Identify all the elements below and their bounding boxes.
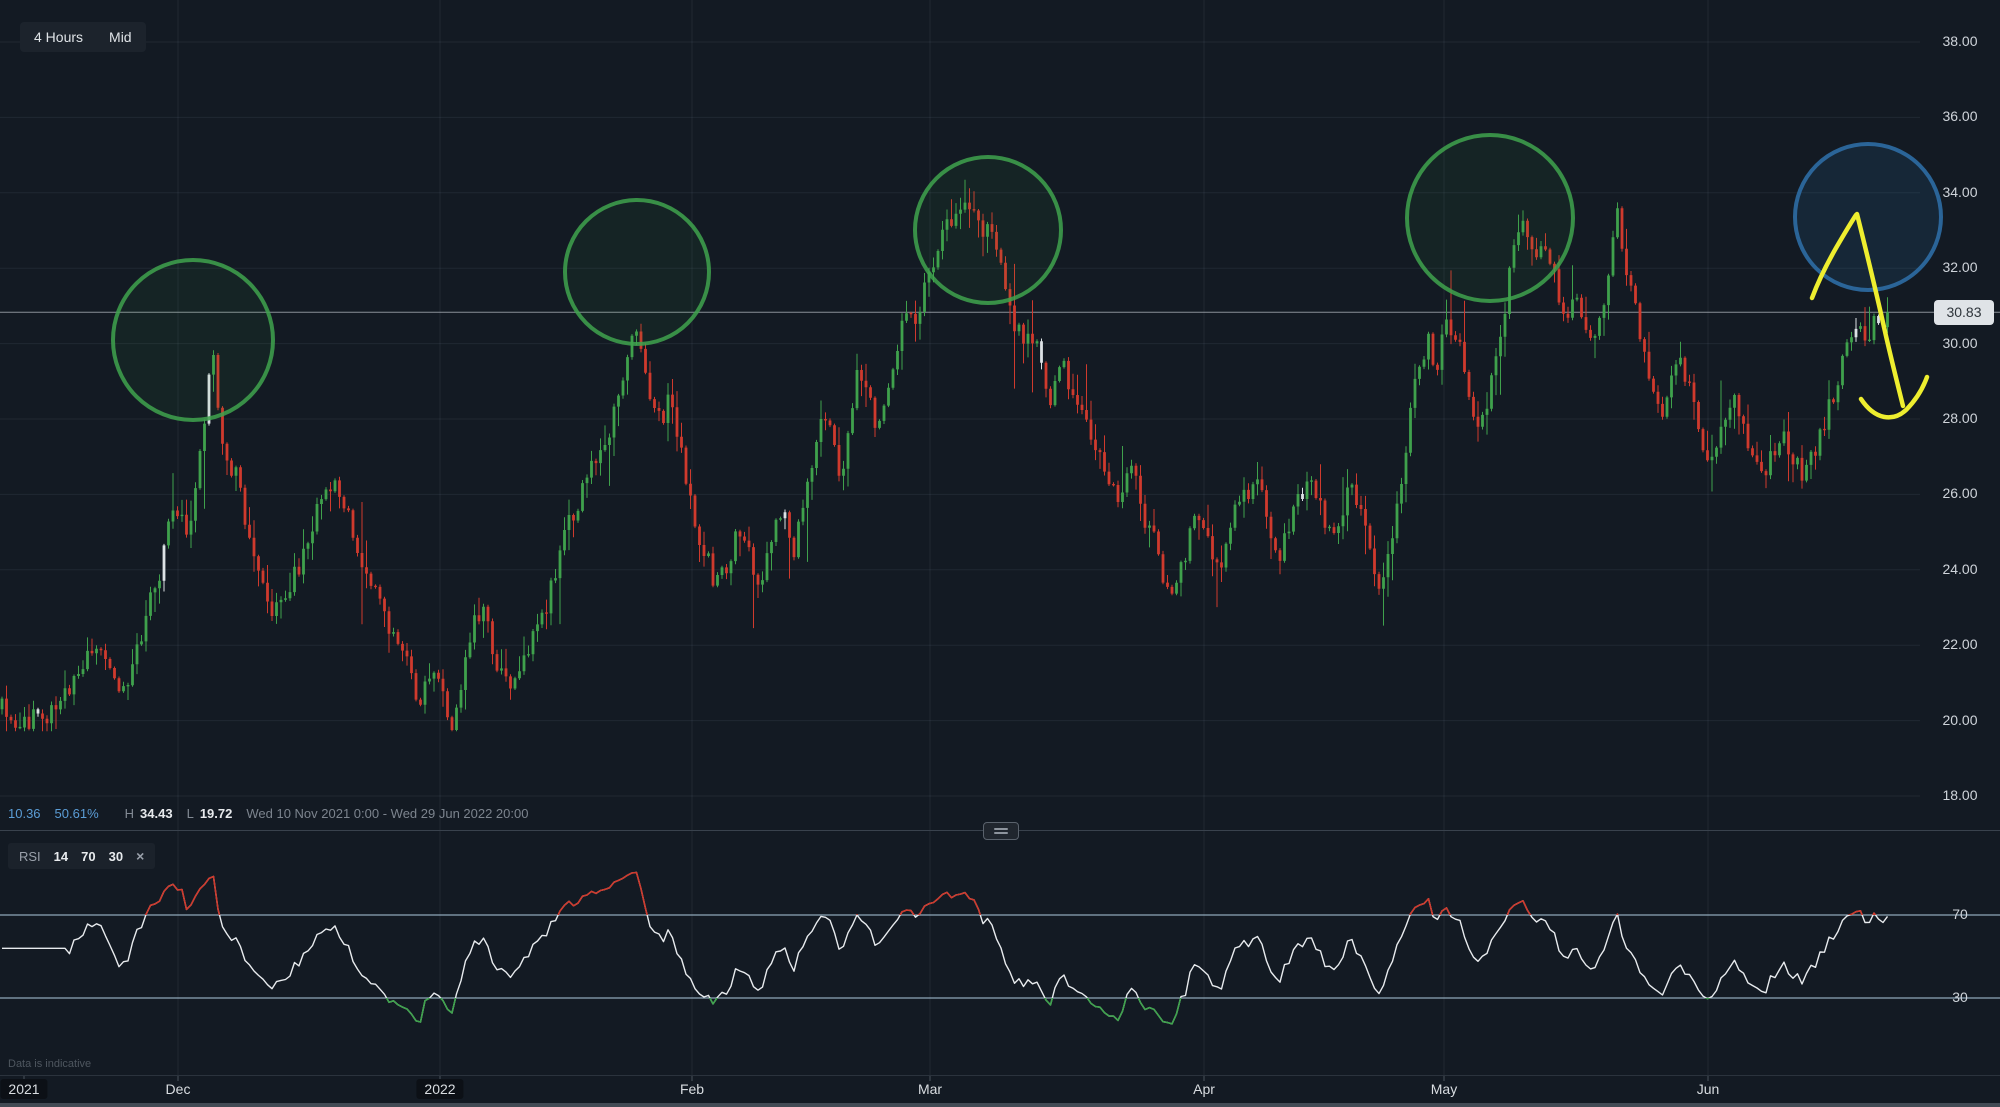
rsi-oversold-param: 30 (108, 848, 124, 864)
date-range: Wed 10 Nov 2021 0:00 - Wed 29 Jun 2022 2… (246, 806, 529, 821)
price-type-button[interactable]: Mid (109, 29, 132, 45)
green-circle-annotation[interactable] (1405, 133, 1575, 303)
price-tick-label: 38.00 (1942, 33, 1978, 49)
pane-divider-handle[interactable] (983, 822, 1019, 840)
green-circle-annotation[interactable] (563, 198, 711, 346)
price-tick-label: 26.00 (1942, 485, 1978, 502)
price-tick-label: 32.00 (1942, 259, 1978, 276)
current-price-label: 30.83 (1934, 299, 1994, 325)
rsi-pane (0, 871, 2000, 1025)
time-tick-label: Dec (165, 1081, 191, 1097)
change-percent: 50.61% (54, 806, 99, 821)
low-value: 19.72 (199, 806, 233, 821)
price-tick-label: 24.00 (1942, 560, 1978, 577)
price-tick-label: 20.00 (1942, 711, 1978, 728)
price-tick-label: 34.00 (1942, 183, 1978, 200)
yellow-arrow-annotation[interactable] (1854, 211, 1906, 409)
low-label: L (186, 806, 194, 821)
high-value: 34.43 (140, 806, 173, 821)
status-bar: 10.36 50.61% H 34.43 L 19.72 Wed 10 Nov … (8, 806, 528, 821)
rsi-tick-label: 30 (1952, 989, 1968, 1005)
time-axis-separator (0, 1075, 2000, 1076)
handle-grip-icon (994, 828, 1008, 830)
handle-grip-icon (994, 832, 1008, 834)
rsi-close-icon[interactable]: × (136, 848, 145, 864)
time-tick-label: Mar (917, 1081, 943, 1097)
high-label: H (124, 806, 135, 821)
candlesticks (0, 179, 1889, 732)
price-tick-label: 22.00 (1942, 636, 1978, 653)
indicative-watermark: Data is indicative (8, 1058, 92, 1070)
time-tick-label: 2021 (0, 1079, 48, 1099)
time-axis[interactable]: 2021 Dec 2022 Feb Mar Apr May Jun (0, 1075, 2000, 1107)
rsi-overbought-param: 70 (81, 848, 96, 864)
price-axis[interactable]: 38.00 36.00 34.00 32.00 30.00 28.00 26.00 24.00… (1920, 0, 2000, 1075)
chart-toolbar: 4 Hours Mid (20, 22, 146, 52)
time-tick-label: May (1430, 1081, 1458, 1097)
change-value: 10.36 (8, 806, 41, 821)
yellow-arrow-annotation[interactable] (1809, 212, 1859, 301)
green-circle-annotation[interactable] (111, 258, 275, 422)
time-tick-label: 2022 (416, 1079, 464, 1099)
green-circle-annotation[interactable] (913, 155, 1063, 305)
time-tick-label: Apr (1193, 1081, 1215, 1097)
price-tick-label: 30.00 (1942, 334, 1978, 351)
annotations (111, 133, 1943, 422)
timeframe-button[interactable]: 4 Hours (34, 29, 84, 45)
rsi-indicator-legend[interactable]: RSI 14 70 30 × (8, 843, 156, 869)
price-tick-label: 18.00 (1942, 787, 1978, 803)
time-tick-label: Jun (1696, 1081, 1720, 1097)
price-tick-label: 36.00 (1942, 108, 1978, 125)
yellow-arrow-annotation[interactable] (1858, 374, 1930, 420)
rsi-tick-label: 70 (1952, 906, 1968, 922)
window-bottom-edge (0, 1103, 2000, 1107)
rsi-period: 14 (53, 848, 69, 864)
time-tick-label: Feb (679, 1081, 705, 1097)
rsi-name: RSI (19, 848, 41, 864)
price-tick-label: 28.00 (1942, 410, 1978, 426)
